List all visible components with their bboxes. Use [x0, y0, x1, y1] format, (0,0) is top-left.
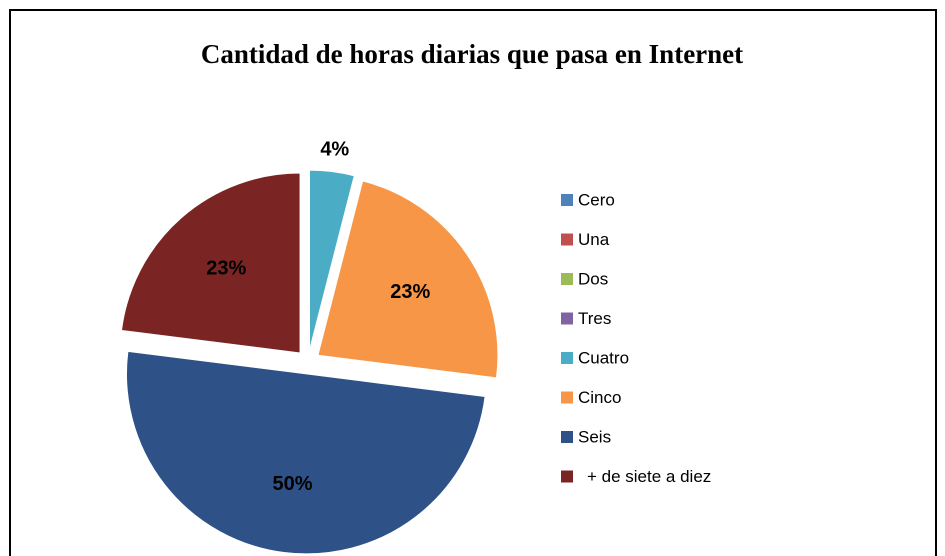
pie-slice	[125, 350, 486, 555]
legend-label: + de siete a diez	[587, 467, 711, 486]
data-label: 23%	[206, 258, 246, 280]
legend-label: Tres	[578, 309, 611, 328]
data-label: 4%	[320, 138, 349, 160]
legend-label: Cero	[578, 190, 615, 209]
chart-title: Cantidad de horas diarias que pasa en In…	[201, 39, 743, 69]
pie-slice	[309, 169, 355, 351]
pie-slice	[120, 172, 301, 354]
legend-label: Una	[578, 230, 610, 249]
legend-swatch	[561, 312, 573, 325]
legend-swatch	[561, 391, 573, 404]
legend-label: Cuatro	[578, 348, 629, 367]
legend-swatch	[561, 431, 573, 443]
data-label: 23%	[390, 281, 430, 303]
data-label: 50%	[272, 473, 312, 495]
legend-swatch	[561, 352, 573, 364]
legend-swatch	[561, 194, 573, 206]
legend-label: Seis	[578, 427, 611, 446]
legend-swatch	[561, 233, 573, 246]
legend-swatch	[561, 470, 573, 483]
legend-swatch	[561, 273, 573, 285]
frame	[9, 9, 937, 556]
legend-label: Cinco	[578, 388, 621, 407]
pie-slice	[317, 180, 499, 379]
legend-label: Dos	[578, 269, 608, 288]
